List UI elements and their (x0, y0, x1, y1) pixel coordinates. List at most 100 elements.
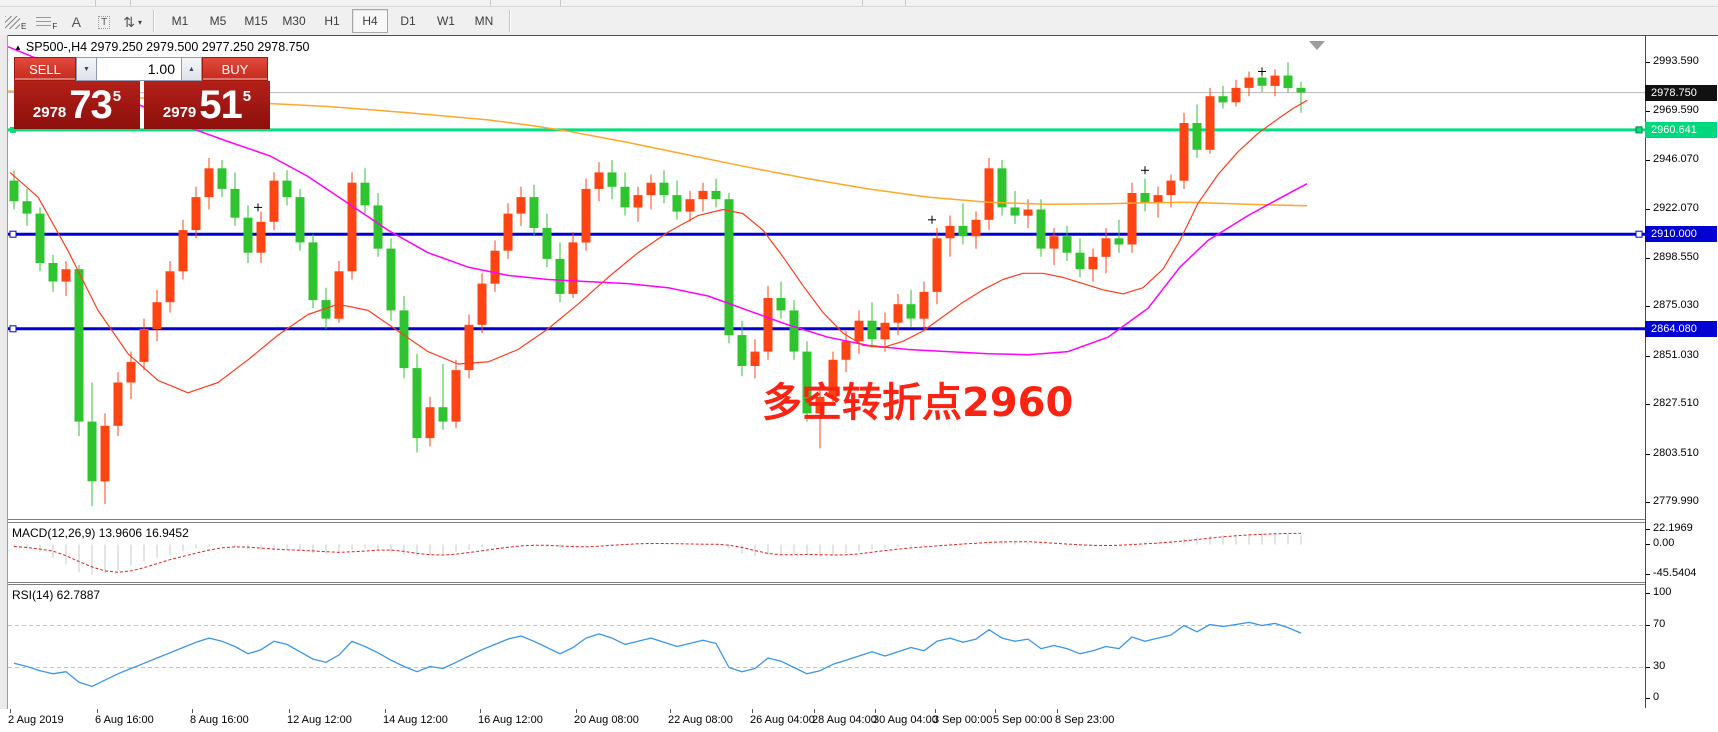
macd-panel[interactable] (8, 522, 1645, 583)
time-label: 14 Aug 12:00 (383, 714, 448, 726)
tf-d1[interactable]: D1 (400, 14, 416, 28)
rsi-indicator-label: RSI(14) 62.7887 (12, 588, 101, 602)
bid-prefix: 2978 (32, 103, 67, 121)
time-tick (995, 709, 996, 713)
price-tag: 2978.750 (1645, 85, 1717, 101)
plot-right-border (1645, 36, 1646, 708)
price-tick: 2875.030 (1646, 299, 1699, 311)
chevron-down-icon: ▾ (137, 18, 142, 27)
time-label: 5 Sep 00:00 (993, 714, 1053, 726)
time-label: 26 Aug 04:00 (750, 714, 815, 726)
time-label: 22 Aug 08:00 (668, 714, 733, 726)
time-tick (935, 709, 936, 713)
macd-tick: 22.1969 (1646, 522, 1693, 534)
time-tick (10, 709, 11, 713)
markers-layer (254, 41, 1325, 224)
rsi-panel[interactable] (8, 584, 1645, 710)
tf-m5[interactable]: M5 (209, 14, 227, 28)
time-label: 8 Aug 16:00 (190, 714, 249, 726)
price-tick: 2827.510 (1646, 397, 1699, 409)
macd-signal-line (13, 532, 1302, 573)
time-tick (289, 709, 290, 713)
text-tool-button[interactable]: A (63, 9, 89, 33)
volume-input[interactable] (97, 57, 181, 81)
arrows-icon: ⇅ (123, 14, 135, 30)
equidistant-channel-tool-button[interactable]: E (1, 9, 30, 33)
time-tick (875, 709, 876, 713)
tool-badge: F (52, 22, 58, 31)
macd-canvas[interactable] (8, 523, 1645, 582)
drawing-toolbar: E F A T ⇅ ▾ M1 M5 M15 M30 H1 H4 D1 W1 MN (0, 7, 1718, 35)
tf-m1[interactable]: M1 (171, 14, 189, 28)
rsi-tick: 70 (1646, 618, 1665, 630)
sell-button[interactable]: SELL (14, 57, 76, 81)
medium-ma (8, 46, 1308, 356)
rsi-line (13, 621, 1302, 688)
time-axis[interactable]: 2 Aug 2019 6 Aug 16:00 8 Aug 16:00 12 Aug 1… (0, 709, 1718, 732)
time-tick (385, 709, 386, 713)
upper-toolbar-remnant (0, 0, 1718, 7)
symbol-ohlc-text: SP500-,H4 2979.250 2979.500 2977.250 297… (25, 40, 310, 54)
main-chart-panel[interactable] (8, 36, 1645, 520)
buy-button[interactable]: BUY (202, 57, 268, 81)
macd-tick: 0.00 (1646, 537, 1674, 549)
tf-mn[interactable]: MN (474, 14, 494, 28)
fast-ma (9, 99, 1308, 394)
ask-quote[interactable]: 2979 51 5 (144, 81, 270, 129)
time-label: 30 Aug 04:00 (873, 714, 938, 726)
fibonacci-lines-icon (36, 17, 52, 29)
tf-h4[interactable]: H4 (351, 9, 388, 33)
time-label: 12 Aug 12:00 (287, 714, 352, 726)
volume-increase-button[interactable]: ▲ (181, 57, 202, 81)
tf-w1[interactable]: W1 (436, 14, 455, 28)
tf-m15[interactable]: M15 (244, 14, 268, 28)
tf-h1[interactable]: H1 (324, 14, 340, 28)
price-tag: 2910.000 (1645, 226, 1717, 242)
moving-averages-layer (8, 46, 1308, 394)
left-gutter (0, 35, 8, 732)
price-tag: 2864.080 (1645, 321, 1717, 337)
rsi-tick: 30 (1646, 660, 1665, 672)
rsi-canvas[interactable] (8, 585, 1645, 709)
price-tag: 2960.641 (1645, 122, 1717, 138)
main-chart-canvas[interactable] (8, 36, 1645, 519)
time-tick (752, 709, 753, 713)
time-label: 6 Aug 16:00 (95, 714, 154, 726)
macd-indicator-label: MACD(12,26,9) 13.9606 16.9452 (12, 526, 189, 540)
text-label-tool-button[interactable]: T (91, 9, 117, 33)
ask-big-figure: 51 (199, 82, 242, 127)
one-click-trade-panel: SELL ▼ ▲ BUY 2978 73 5 2979 51 5 (14, 57, 270, 129)
price-tick: 2946.070 (1646, 153, 1699, 165)
ask-prefix: 2979 (162, 103, 197, 121)
ask-pip: 5 (242, 87, 252, 105)
candles-layer (9, 62, 1306, 507)
time-tick (192, 709, 193, 713)
price-tick: 2779.990 (1646, 495, 1699, 507)
time-tick (480, 709, 481, 713)
bid-quote[interactable]: 2978 73 5 (14, 81, 140, 129)
fibonacci-tool-button[interactable]: F (32, 9, 61, 33)
shift-marker-icon (1309, 41, 1325, 50)
channel-lines-icon (5, 16, 20, 29)
chart-annotation-text: 多空转折点2960 (762, 380, 1074, 426)
time-label: 2 Aug 2019 (8, 714, 64, 726)
volume-decrease-button[interactable]: ▼ (76, 57, 97, 81)
text-label-icon: T (98, 16, 111, 29)
tf-m30[interactable]: M30 (282, 14, 306, 28)
price-tick: 2993.590 (1646, 55, 1699, 67)
symbol-marker-icon: ▲ (14, 42, 22, 52)
text-icon: A (71, 14, 81, 30)
rsi-tick: 0 (1646, 691, 1659, 703)
time-label: 20 Aug 08:00 (574, 714, 639, 726)
horizontal-lines-layer (8, 92, 1645, 333)
arrow-tools-button[interactable]: ⇅ ▾ (119, 9, 146, 33)
slow-ma (8, 90, 1308, 207)
bid-big-figure: 73 (69, 82, 112, 127)
price-tick: 2851.030 (1646, 349, 1699, 361)
time-tick (97, 709, 98, 713)
price-axis[interactable]: 2993.590 2969.590 2946.070 2922.070 2898.550… (1645, 36, 1718, 708)
price-tick: 2803.510 (1646, 447, 1699, 459)
symbol-ohlc-line: ▲ SP500-,H4 2979.250 2979.500 2977.250 2… (14, 40, 310, 54)
rsi-tick: 100 (1646, 586, 1671, 598)
